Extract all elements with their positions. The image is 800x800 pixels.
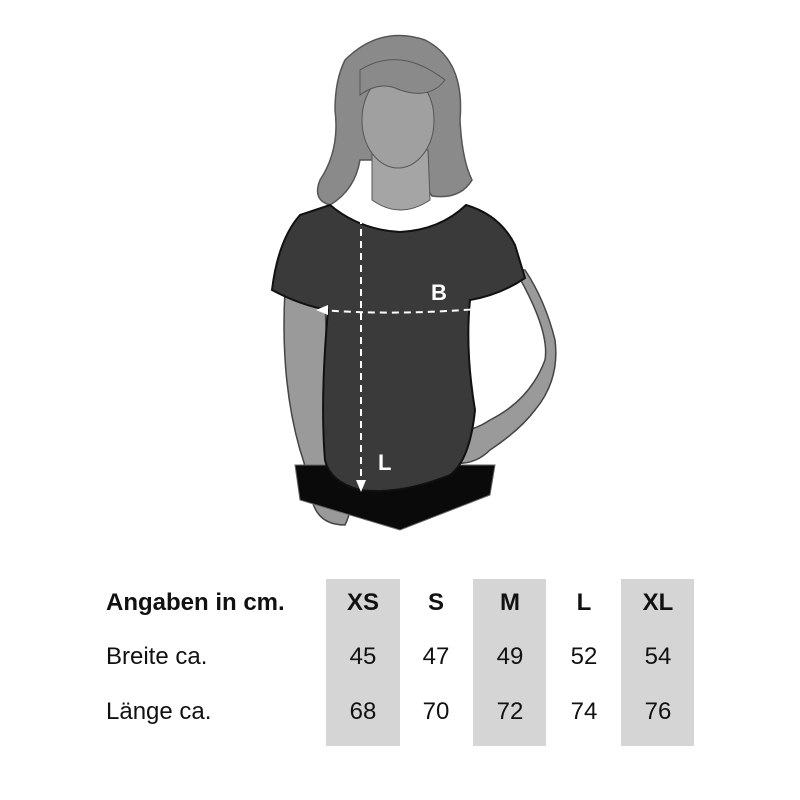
breite-xs: 45 bbox=[349, 643, 377, 670]
row-label-breite: Breite ca. bbox=[106, 643, 208, 670]
column-shade-m bbox=[473, 579, 546, 746]
arrow-right-icon bbox=[482, 303, 494, 313]
tshirt-measurement-illustration: B L bbox=[270, 34, 557, 531]
size-header-l: L bbox=[576, 589, 592, 616]
row-label-laenge: Länge ca. bbox=[106, 698, 212, 725]
size-header-s: S bbox=[427, 589, 444, 616]
breite-l: 52 bbox=[570, 643, 598, 670]
laenge-m: 72 bbox=[496, 698, 524, 725]
laenge-xs: 68 bbox=[349, 698, 377, 725]
table-heading: Angaben in cm. bbox=[106, 589, 285, 616]
laenge-l: 74 bbox=[570, 698, 598, 725]
size-header-xs: XS bbox=[346, 589, 379, 616]
breadth-marker: B bbox=[431, 280, 447, 305]
arrow-left-icon bbox=[316, 305, 328, 315]
column-shade-xl bbox=[621, 579, 694, 746]
arrow-down-icon bbox=[356, 480, 366, 492]
breadth-measure-line bbox=[319, 307, 491, 314]
breite-xl: 54 bbox=[644, 643, 672, 670]
breite-s: 47 bbox=[422, 643, 450, 670]
size-header-xl: XL bbox=[642, 589, 674, 616]
breite-m: 49 bbox=[496, 643, 524, 670]
size-header-m: M bbox=[500, 589, 520, 616]
column-shade-xs bbox=[326, 579, 400, 746]
laenge-s: 70 bbox=[422, 698, 450, 725]
length-marker: L bbox=[378, 450, 391, 475]
arrow-up-icon bbox=[356, 198, 366, 210]
laenge-xl: 76 bbox=[644, 698, 672, 725]
